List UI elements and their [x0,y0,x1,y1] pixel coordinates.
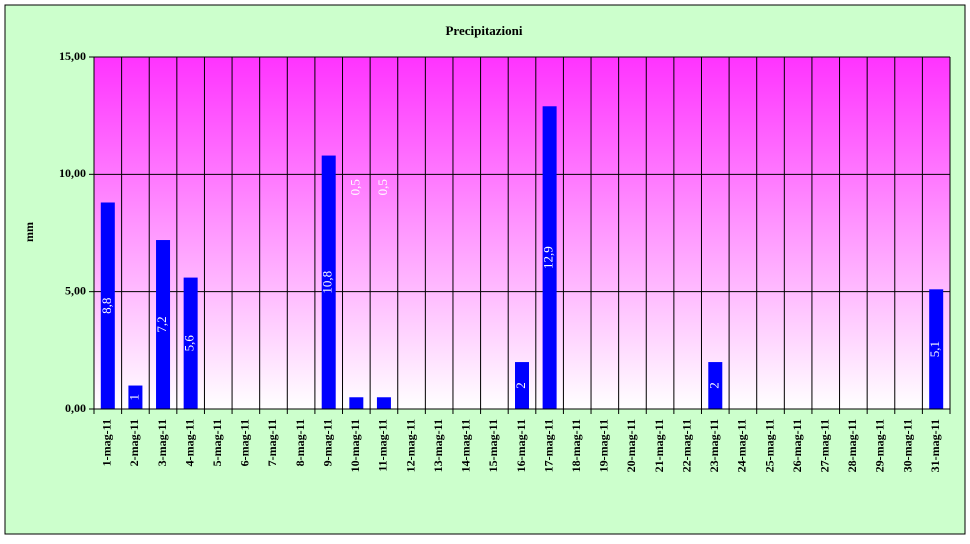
x-tick-label: 17-mag-11 [541,419,555,472]
x-tick-label: 22-mag-11 [679,419,693,472]
x-tick-label: 29-mag-11 [873,419,887,472]
data-label: 10,8 [320,271,335,294]
x-tick-label: 30-mag-11 [900,419,914,472]
data-label: 2 [513,382,528,389]
x-tick-label: 19-mag-11 [597,419,611,472]
y-tick-label: 5,00 [65,283,86,297]
plot-area [94,57,950,409]
data-label: 7,2 [154,316,169,332]
bar [708,362,723,409]
x-tick-label: 7-mag-11 [265,419,279,466]
x-tick-label: 14-mag-11 [459,419,473,472]
x-tick-label: 3-mag-11 [155,419,169,466]
bar [542,106,557,409]
bar [349,397,364,409]
x-tick-label: 12-mag-11 [403,419,417,472]
x-tick-label: 27-mag-11 [817,419,831,472]
bar [929,289,944,409]
x-tick-label: 1-mag-11 [100,419,114,466]
bar [321,155,336,409]
bar [128,385,143,409]
x-tick-label: 5-mag-11 [210,419,224,466]
data-label: 12,9 [541,246,556,269]
data-label: 1 [126,394,141,401]
data-label: 0,5 [375,179,390,195]
y-tick-label: 0,00 [65,401,86,415]
x-tick-label: 24-mag-11 [735,419,749,472]
x-tick-label: 18-mag-11 [569,419,583,472]
bar [515,362,529,409]
bar [100,202,115,409]
data-label: 5,6 [182,335,197,352]
data-label: 2 [706,382,721,389]
chart-title: Precipitazioni [445,23,522,38]
data-label: 8,8 [99,298,114,314]
x-tick-label: 31-mag-11 [928,419,942,472]
y-axis-title: mm [22,222,36,242]
x-tick-label: 4-mag-11 [182,419,196,466]
marks: 8,8 1 7,2 5,6 10,8 0,5 0,5 2 12,9 2 5,1 [99,106,944,409]
x-tick-label: 15-mag-11 [486,419,500,472]
x-tick-label: 26-mag-11 [790,419,804,472]
x-tick-label: 8-mag-11 [293,419,307,466]
x-tick-label: 20-mag-11 [624,419,638,472]
x-tick-label: 16-mag-11 [514,419,528,472]
x-tick-label: 11-mag-11 [376,419,390,472]
grid [94,56,950,410]
x-tick-label: 23-mag-11 [707,419,721,472]
y-tick-label: 15,00 [59,49,86,63]
bar [156,240,171,409]
x-tick-label: 13-mag-11 [431,419,445,472]
bar [376,397,391,409]
data-label: 0,5 [347,179,362,195]
x-tick-label: 2-mag-11 [127,419,141,466]
x-tick-label: 25-mag-11 [762,419,776,472]
data-label: 5,1 [927,341,942,357]
y-tick-label: 10,00 [59,166,86,180]
x-tick-label: 9-mag-11 [320,419,334,466]
x-tick-label: 21-mag-11 [652,419,666,472]
x-tick-label: 28-mag-11 [845,419,859,472]
x-tick-label: 10-mag-11 [348,419,362,472]
bar [183,277,198,409]
x-tick-label: 6-mag-11 [238,419,252,466]
